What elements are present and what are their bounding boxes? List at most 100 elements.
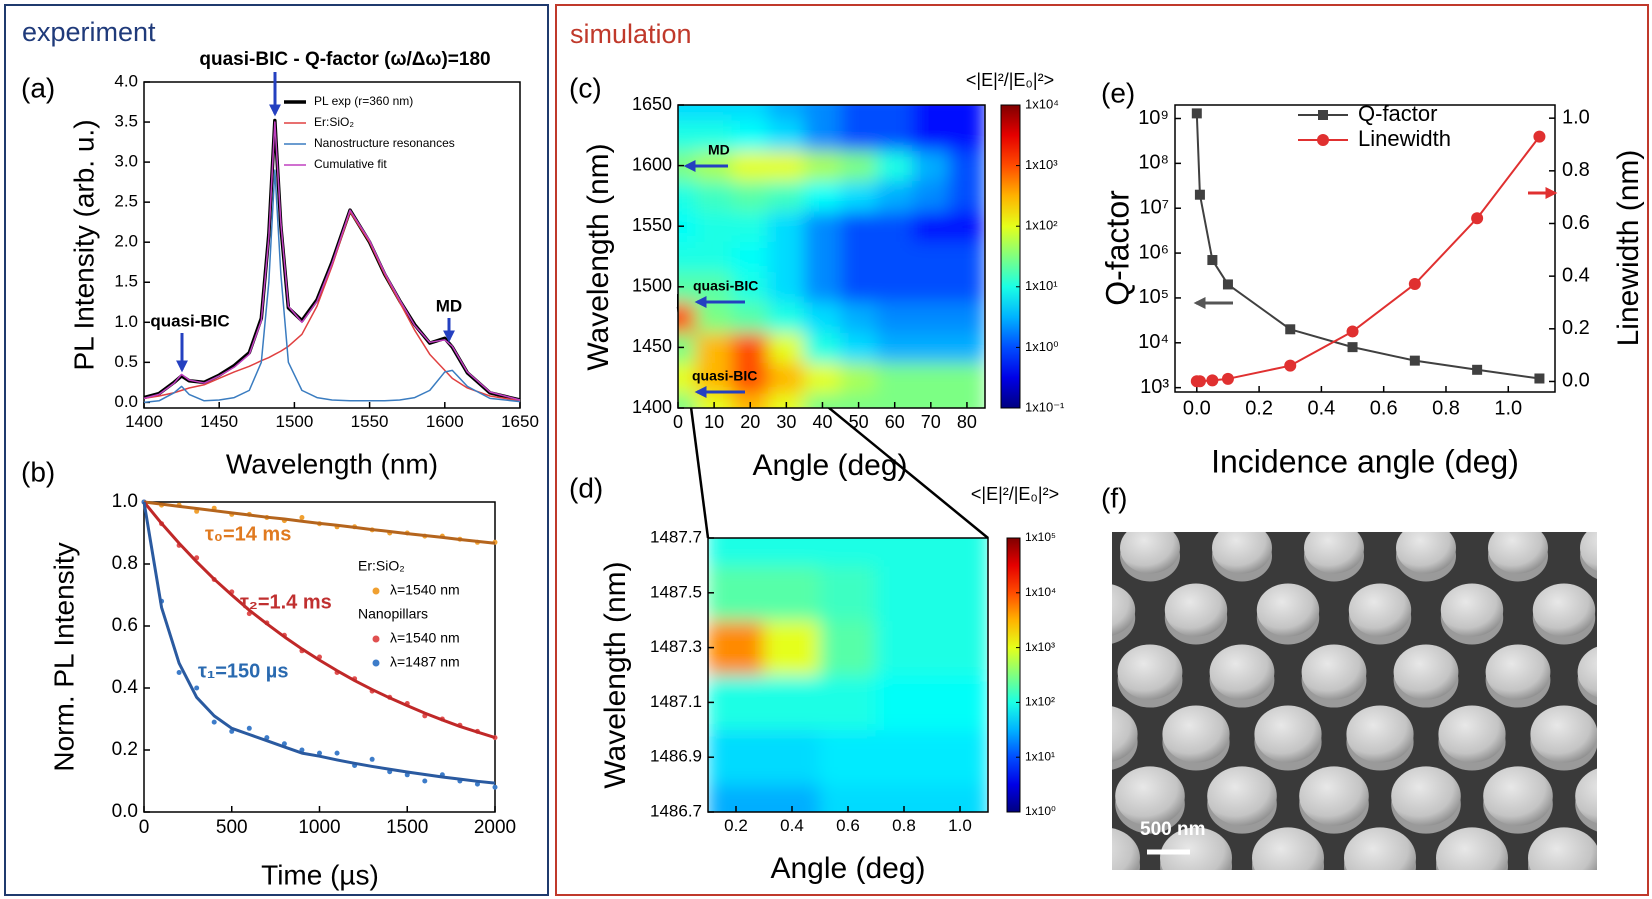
x-axis-label: Angle (deg) [770, 852, 925, 885]
panel-label: (a) [21, 72, 55, 103]
colorbar-tick-label: 1x10² [1025, 695, 1055, 709]
heatmap-cell [932, 729, 989, 785]
series-line [144, 212, 520, 401]
heatmap-cell [948, 271, 985, 302]
heatmap-cell [840, 301, 877, 332]
y-tick-label: 1600 [632, 154, 672, 174]
colorbar-title: <|E|²/|E₀|²> [971, 484, 1059, 504]
y-tick-label: 1550 [632, 215, 672, 235]
y-tick-label: 0.0 [112, 801, 138, 822]
pillar-top [1302, 644, 1367, 699]
heatmap-cell [932, 675, 989, 731]
heatmap-cell [708, 729, 765, 785]
heatmap-cells [708, 510, 989, 840]
pillar-top [1304, 523, 1364, 574]
y-tick-label: 0.2 [112, 739, 138, 760]
heatmap-cell [840, 362, 877, 393]
legend-swatch [373, 588, 380, 595]
y2-tick-label: 0.8 [1562, 159, 1590, 181]
section-title: simulation [570, 19, 692, 49]
pillar-top [1391, 766, 1461, 825]
legend-group: Nanopillars [358, 606, 428, 622]
heatmap-cell [876, 332, 913, 363]
pillar-top [1165, 583, 1227, 636]
heatmap-cell [932, 620, 989, 676]
pillar-top [1533, 583, 1595, 636]
heatmap-cell [804, 180, 841, 211]
heatmap-cell [708, 620, 765, 676]
x-tick-label: 0.4 [1307, 397, 1335, 419]
y-tick-label: 0.4 [112, 677, 139, 698]
heatmap-cell [820, 729, 877, 785]
series-line [1197, 113, 1540, 378]
legend-swatch [373, 660, 380, 667]
heatmap-cell [696, 241, 733, 272]
y2-tick-label: 1.0 [1562, 106, 1590, 128]
legend-label: Linewidth [1358, 126, 1451, 151]
marker [212, 720, 217, 725]
heatmap-cell [876, 362, 913, 393]
colorbar-title: <|E|²/|E₀|²> [966, 70, 1054, 90]
heatmap-cell [912, 241, 949, 272]
marker [1223, 279, 1233, 289]
heatmap-cell [876, 211, 913, 242]
heatmap-cell [804, 150, 841, 181]
colorbar-tick-label: 1x10¹ [1025, 749, 1055, 763]
heatmap-cell [768, 180, 805, 211]
heatmap-cell [840, 271, 877, 302]
pillar-top [1212, 523, 1272, 574]
x-tick-label: 0.2 [724, 816, 748, 835]
x-axis-label: Angle (deg) [752, 449, 907, 482]
y2-tick-label: 0.0 [1562, 370, 1590, 392]
colorbar [1001, 105, 1020, 408]
y-tick-label: 1500 [632, 276, 672, 296]
x-tick-label: 70 [921, 412, 941, 432]
x-tick-label: 1600 [426, 412, 464, 431]
y-axis-label: Wavelength (nm) [582, 143, 615, 370]
y-tick-label: 10³ [1140, 376, 1169, 398]
pillar-top [1486, 644, 1551, 699]
legend-group: Er:SiO₂ [358, 558, 405, 574]
heatmap-cell [804, 301, 841, 332]
x-tick-label: 0.6 [1370, 397, 1398, 419]
x-tick-label: 0.4 [780, 816, 804, 835]
panel-label: (e) [1101, 77, 1135, 108]
x-tick-label: 0.0 [1183, 397, 1211, 419]
pillar-top [1162, 705, 1229, 762]
marker [1410, 356, 1420, 366]
colorbar-tick-label: 1x10⁴ [1025, 585, 1056, 599]
colorbar-tick-label: 1x10³ [1025, 157, 1058, 172]
heatmap-cell [932, 565, 989, 621]
colorbar-tick-label: 1x10⁵ [1025, 530, 1056, 544]
page: experiment simulation 500 nm (f) (a)1400… [0, 0, 1652, 899]
y-axis-label: PL Intensity (arb. u.) [68, 119, 99, 370]
annotation: MD [436, 296, 462, 315]
x-tick-label: 0.8 [892, 816, 916, 835]
heatmap-cell [840, 332, 877, 363]
legend-label: λ=1540 nm [390, 630, 460, 646]
heatmap-cell [876, 620, 933, 676]
pillar-top [1070, 705, 1137, 762]
heatmap-cell [948, 150, 985, 181]
marker [1284, 360, 1296, 372]
heatmap-cell [840, 211, 877, 242]
heatmap-cell [876, 120, 913, 151]
x-tick-label: 1000 [298, 817, 340, 838]
marker [422, 779, 427, 784]
marker [1472, 365, 1482, 375]
pillar-top [1346, 705, 1413, 762]
heatmap-cell [876, 241, 913, 272]
marker [1195, 190, 1205, 200]
marker [1207, 255, 1217, 265]
panel-label: (c) [569, 72, 602, 103]
heatmap-cell [768, 241, 805, 272]
x-tick-label: 0.6 [836, 816, 860, 835]
x-tick-label: 1450 [200, 412, 238, 431]
marker [1471, 212, 1483, 224]
y-axis-label: Norm. PL Intensity [48, 542, 79, 771]
heatmap-cell [768, 332, 805, 363]
marker [247, 726, 252, 731]
x-tick-label: 2000 [474, 817, 516, 838]
heatmap-cell [732, 211, 769, 242]
heatmap-cell [948, 211, 985, 242]
